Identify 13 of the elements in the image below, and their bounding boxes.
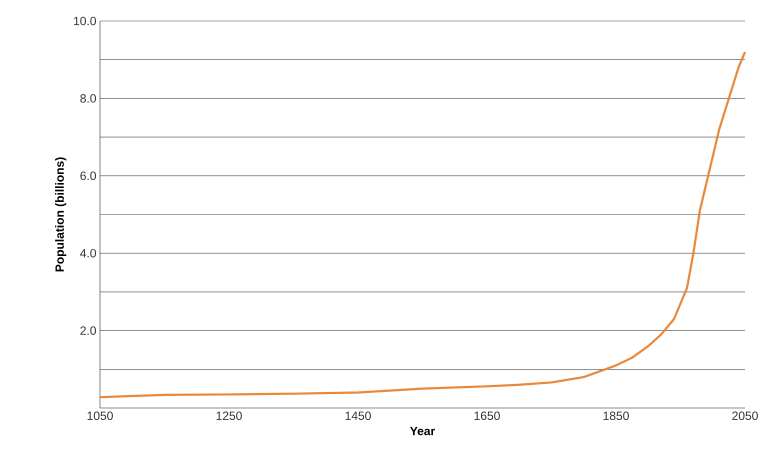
y-tick-label: 8.0: [80, 94, 96, 103]
y-axis-title: Population (billions): [55, 157, 66, 272]
y-tick-label: 6.0: [80, 172, 96, 180]
x-axis-title: Year: [410, 426, 435, 436]
x-tick-label: 1850: [604, 412, 629, 420]
x-tick-label: 2050: [732, 412, 758, 420]
x-tick-label: 1450: [346, 412, 371, 420]
y-tick-label: 2.0: [80, 326, 96, 335]
x-tick-label: 1050: [88, 412, 113, 420]
x-tick-label: 1650: [474, 412, 500, 420]
y-tick-label: 10.0: [74, 16, 96, 26]
x-tick-label: 1250: [216, 412, 242, 420]
y-tick-label: 4.0: [80, 248, 96, 258]
